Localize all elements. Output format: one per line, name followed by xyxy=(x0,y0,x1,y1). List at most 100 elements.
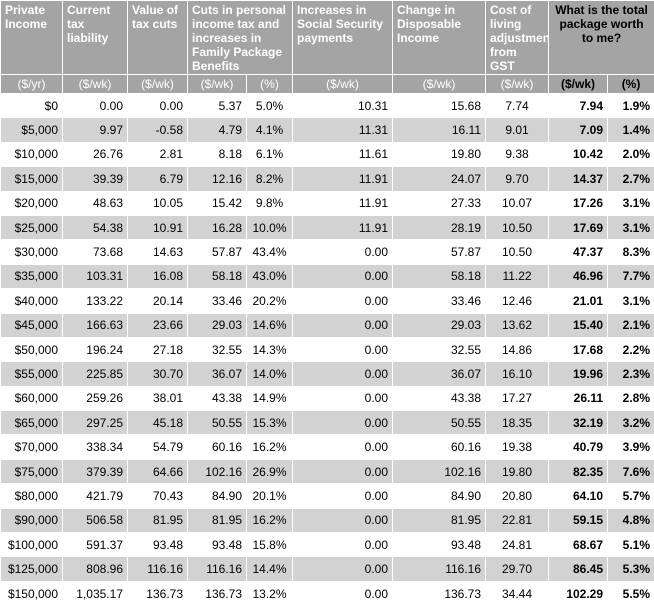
table-cell: 86.45 xyxy=(548,556,609,582)
column-header: Private Income xyxy=(0,0,63,75)
table-cell: 17.69 xyxy=(548,214,609,241)
table-cell: 11.61 xyxy=(292,141,394,168)
table-cell: 27.18 xyxy=(127,336,188,363)
table-cell: 16.28 xyxy=(187,214,247,241)
table-row: $150,000 1,035.17 136.73 136.73 13.2% 0.00 136… xyxy=(0,580,654,605)
table-cell: 5.3% xyxy=(607,556,654,582)
table-cell: 50.55 xyxy=(392,410,487,436)
table-cell: 54.79 xyxy=(127,434,188,460)
table-cell: 259.26 xyxy=(62,385,128,412)
table-cell: 81.95 xyxy=(187,507,247,534)
table-cell: 9.38 xyxy=(485,141,550,168)
table-cell: 20.1% xyxy=(245,483,294,509)
table-cell: 13.2% xyxy=(245,580,294,605)
table-cell: 28.19 xyxy=(392,214,487,241)
table-cell: 0.00 xyxy=(292,434,394,460)
table-cell: 48.63 xyxy=(62,190,128,216)
table-cell: 15.8% xyxy=(245,532,294,558)
table-cell: $5,000 xyxy=(0,117,63,143)
table-row: $5,000 9.97 -0.58 4.79 4.1% 11.31 16.11 9.01 7.0… xyxy=(0,117,654,143)
table-cell: 21.01 xyxy=(548,288,609,314)
column-header: Value of tax cuts xyxy=(127,0,188,75)
table-cell: 16.11 xyxy=(392,117,487,143)
table-cell: 11.91 xyxy=(292,214,394,241)
table-cell: 8.18 xyxy=(187,141,247,168)
table-cell: 68.67 xyxy=(548,532,609,558)
table-row: $25,000 54.38 10.91 16.28 10.0% 11.91 28.19 10.… xyxy=(0,214,654,241)
table-cell: $125,000 xyxy=(0,556,63,582)
table-header: Private Income Current tax liability Value… xyxy=(0,0,654,94)
table-cell: $90,000 xyxy=(0,507,63,534)
table-cell: 0.00 xyxy=(292,385,394,412)
table-cell: 26.76 xyxy=(62,141,128,168)
table-cell: 808.96 xyxy=(62,556,128,582)
table-cell: 26.9% xyxy=(245,458,294,485)
table-row: $75,000 379.39 64.66 102.16 26.9% 0.00 102.16 1… xyxy=(0,458,654,485)
table-row: $55,000 225.85 30.70 36.07 14.0% 0.00 36.07 16.… xyxy=(0,361,654,387)
table-cell: 26.11 xyxy=(548,385,609,412)
table-cell: 60.16 xyxy=(187,434,247,460)
table-cell: 9.8% xyxy=(245,190,294,216)
table-cell: 32.55 xyxy=(392,336,487,363)
table-cell: $60,000 xyxy=(0,385,63,412)
table-cell: $10,000 xyxy=(0,141,63,168)
table-cell: 14.37 xyxy=(548,166,609,192)
table-cell: 11.31 xyxy=(292,117,394,143)
table-cell: 15.40 xyxy=(548,312,609,338)
column-header: What is the total package worth to me? xyxy=(548,0,654,75)
table-cell: 43.4% xyxy=(245,239,294,265)
table-row: $90,000 506.58 81.95 81.95 16.2% 0.00 81.95 22.… xyxy=(0,507,654,534)
table-cell: 14.4% xyxy=(245,556,294,582)
table-cell: 57.87 xyxy=(392,239,487,265)
table-row: $0 0.00 0.00 5.37 5.0% 10.31 15.68 7.74 7.94 1.9% xyxy=(0,92,654,119)
table-cell: 19.96 xyxy=(548,361,609,387)
table-cell: 17.26 xyxy=(548,190,609,216)
table-cell: 32.19 xyxy=(548,410,609,436)
table-cell: 591.37 xyxy=(62,532,128,558)
unit-label: ($/wk) xyxy=(187,74,247,94)
table-cell: 379.39 xyxy=(62,458,128,485)
table-cell: 136.73 xyxy=(392,580,487,605)
table-cell: 10.91 xyxy=(127,214,188,241)
table-cell: 20.14 xyxy=(127,288,188,314)
table-cell: 29.70 xyxy=(485,556,550,582)
table-cell: 0.00 xyxy=(292,483,394,509)
table-cell: 15.3% xyxy=(245,410,294,436)
table-cell: 30.70 xyxy=(127,361,188,387)
unit-label: (%) xyxy=(245,74,294,94)
table-cell: 17.27 xyxy=(485,385,550,412)
table-cell: 58.18 xyxy=(392,263,487,290)
table-cell: 43.38 xyxy=(187,385,247,412)
table-cell: 12.46 xyxy=(485,288,550,314)
table-cell: 24.07 xyxy=(392,166,487,192)
table-cell: 7.74 xyxy=(485,92,550,119)
table-cell: 19.80 xyxy=(392,141,487,168)
table-cell: 5.1% xyxy=(607,532,654,558)
table-cell: 0.00 xyxy=(292,580,394,605)
table-cell: $0 xyxy=(0,92,63,119)
table-cell: 102.16 xyxy=(392,458,487,485)
table-cell: 23.66 xyxy=(127,312,188,338)
table-cell: $75,000 xyxy=(0,458,63,485)
table-cell: 36.07 xyxy=(187,361,247,387)
table-cell: 8.3% xyxy=(607,239,654,265)
table-cell: 0.00 xyxy=(292,556,394,582)
table-cell: 1,035.17 xyxy=(62,580,128,605)
table-cell: 2.7% xyxy=(607,166,654,192)
table-body: $0 0.00 0.00 5.37 5.0% 10.31 15.68 7.74 7.94 1.9%… xyxy=(0,92,654,605)
table-cell: 2.2% xyxy=(607,336,654,363)
table-cell: 16.10 xyxy=(485,361,550,387)
table-cell: 1.4% xyxy=(607,117,654,143)
table-cell: 0.00 xyxy=(292,288,394,314)
table-cell: 20.80 xyxy=(485,483,550,509)
table-cell: 81.95 xyxy=(392,507,487,534)
table-cell: 0.00 xyxy=(127,92,188,119)
table-cell: 40.79 xyxy=(548,434,609,460)
table-cell: 10.0% xyxy=(245,214,294,241)
table-row: $80,000 421.79 70.43 84.90 20.1% 0.00 84.90 20.… xyxy=(0,483,654,509)
column-header: Increases in Social Security payments xyxy=(292,0,394,75)
table-cell: 7.09 xyxy=(548,117,609,143)
table-cell: 84.90 xyxy=(392,483,487,509)
table-cell: 225.85 xyxy=(62,361,128,387)
